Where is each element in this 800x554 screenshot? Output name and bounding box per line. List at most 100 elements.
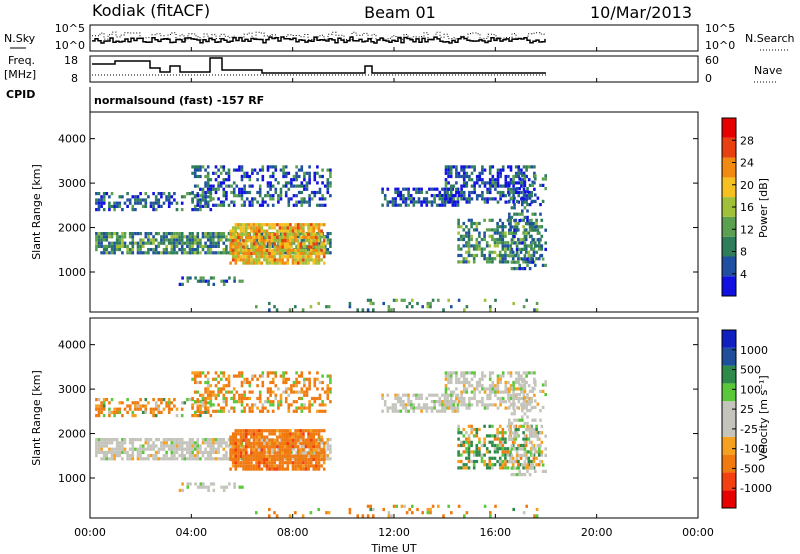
range-cell	[281, 457, 284, 462]
range-cell	[238, 187, 241, 191]
range-cell	[283, 429, 287, 433]
range-cell	[295, 203, 298, 207]
range-cell	[108, 457, 111, 461]
range-cell	[225, 441, 228, 445]
range-cell	[199, 393, 202, 397]
range-cell	[152, 447, 155, 451]
range-cell	[136, 438, 140, 442]
range-cell	[539, 225, 542, 229]
range-cell	[528, 389, 532, 393]
range-cell	[525, 200, 528, 204]
x-tick-label: 08:00	[277, 526, 309, 539]
range-cell	[281, 229, 284, 233]
range-cell	[212, 184, 215, 188]
range-cell	[266, 396, 270, 401]
range-cell	[312, 232, 316, 236]
range-cell	[430, 194, 434, 198]
range-cell	[222, 279, 226, 283]
range-cell	[299, 451, 303, 455]
range-cell	[296, 461, 300, 465]
range-cell	[425, 403, 429, 407]
range-cell	[199, 200, 202, 204]
nsearch-tick-low: 10^0	[705, 39, 735, 52]
range-cell	[494, 387, 497, 391]
range-cell	[475, 174, 479, 179]
range-cell	[522, 431, 525, 435]
range-cell	[523, 383, 527, 387]
range-cell	[386, 393, 390, 397]
range-cell	[270, 432, 274, 436]
range-cell	[180, 441, 184, 445]
range-cell	[483, 504, 487, 508]
range-cell	[539, 431, 542, 435]
range-cell	[512, 390, 515, 394]
range-cell	[470, 165, 474, 169]
range-cell	[528, 244, 532, 248]
range-cell	[212, 251, 215, 255]
range-cell	[468, 190, 471, 195]
range-cell	[316, 165, 319, 169]
range-cell	[300, 396, 304, 401]
range-cell	[165, 441, 168, 445]
range-cell	[247, 255, 251, 259]
range-cell	[209, 482, 213, 486]
range-cell	[225, 457, 228, 461]
range-cell	[509, 165, 513, 169]
range-cell	[222, 374, 226, 378]
range-cell	[507, 396, 510, 401]
range-cell	[118, 248, 122, 252]
range-cell	[263, 454, 266, 458]
range-cell	[506, 424, 510, 428]
range-cell	[407, 197, 410, 201]
range-cell	[273, 255, 277, 259]
range-cell	[256, 238, 259, 242]
range-cell	[232, 406, 236, 410]
range-cell	[402, 406, 405, 410]
range-cell	[206, 232, 210, 236]
range-cell	[372, 507, 375, 512]
range-cell	[231, 435, 235, 439]
range-cell	[97, 232, 101, 236]
range-cell	[165, 251, 168, 255]
range-cell	[201, 204, 205, 208]
range-cell	[296, 248, 300, 252]
range-cell	[263, 223, 266, 227]
range-cell	[329, 238, 332, 242]
range-cell	[147, 444, 150, 448]
range-cell	[212, 203, 215, 207]
range-cell	[273, 467, 277, 471]
range-cell	[268, 239, 271, 243]
range-cell	[504, 447, 507, 451]
range-cell	[491, 387, 495, 391]
range-cell	[110, 192, 114, 196]
range-cell	[320, 457, 323, 462]
range-cell	[470, 427, 473, 432]
range-cell	[455, 374, 458, 378]
range-cell	[468, 380, 471, 385]
range-cell	[518, 241, 521, 245]
range-cell	[217, 444, 220, 448]
range-cell	[243, 171, 246, 175]
range-cell	[154, 450, 158, 454]
range-cell	[238, 165, 241, 169]
range-cell	[321, 441, 324, 445]
range-cell	[134, 201, 137, 205]
range-cell	[188, 192, 192, 196]
range-cell	[131, 235, 135, 239]
range-cell	[251, 200, 254, 204]
range-cell	[297, 190, 301, 195]
range-cell	[531, 180, 534, 184]
range-cell	[460, 165, 463, 169]
range-cell	[199, 187, 202, 191]
range-cell	[271, 380, 275, 385]
range-cell	[304, 251, 308, 256]
range-cell	[229, 448, 232, 452]
range-cell	[544, 383, 547, 387]
range-cell	[95, 454, 98, 458]
range-cell	[316, 203, 319, 207]
range-cell	[467, 260, 471, 264]
range-cell	[307, 235, 310, 240]
range-cell	[251, 374, 254, 378]
range-cell	[266, 450, 270, 454]
range-cell	[488, 424, 492, 428]
